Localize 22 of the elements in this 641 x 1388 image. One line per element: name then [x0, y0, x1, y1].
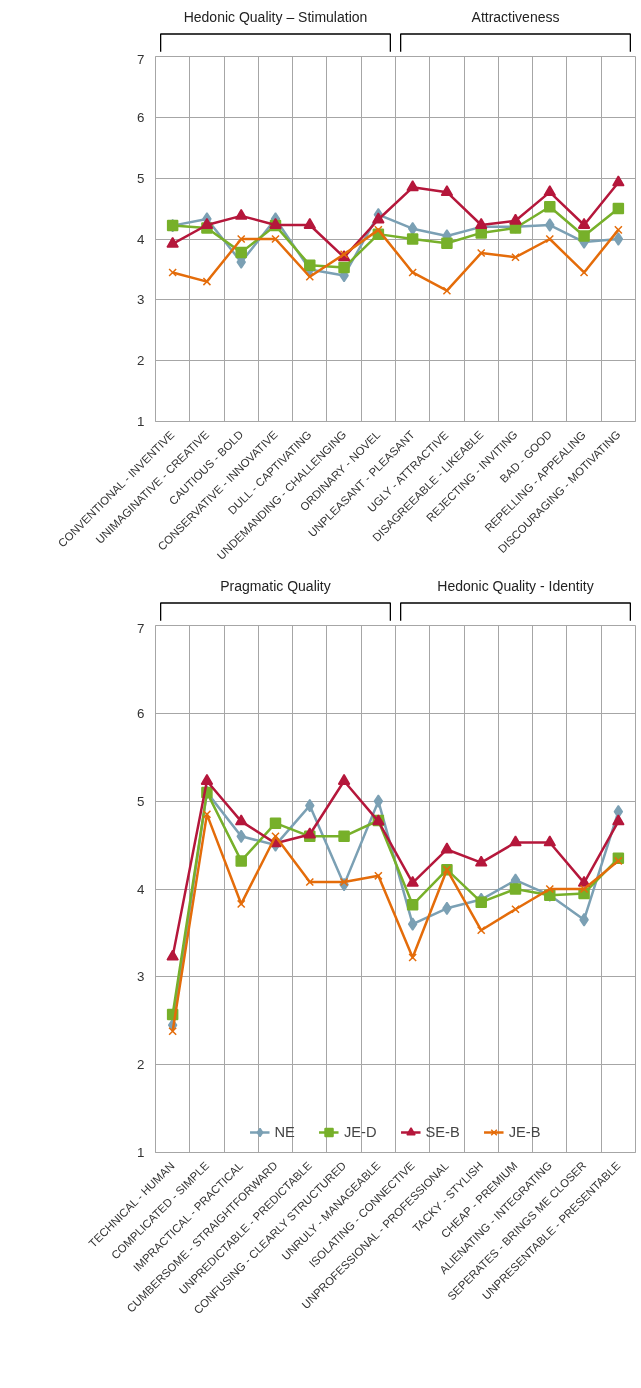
y-tick-label: 5: [137, 793, 145, 809]
legend-label: JE-D: [343, 1124, 377, 1140]
y-tick-label: 6: [137, 109, 145, 125]
text: Hedonic Quality - Identity: [437, 577, 594, 594]
legend-label: JE-B: [508, 1124, 541, 1140]
y-tick-label: 5: [137, 170, 145, 186]
y-tick-label: 3: [137, 969, 145, 985]
text: Pragmatic Quality: [220, 577, 331, 594]
text: Hedonic Quality – Stimulation: [183, 8, 368, 25]
y-tick-label: 2: [137, 1057, 145, 1073]
legend-label: NE: [274, 1124, 295, 1140]
y-tick-label: 2: [137, 353, 145, 369]
y-tick-label: 4: [137, 231, 146, 247]
y-tick-label: 7: [137, 51, 145, 67]
legend-label: SE-B: [425, 1124, 460, 1140]
y-tick-label: 7: [137, 620, 145, 636]
y-tick-label: 3: [137, 292, 145, 308]
y-tick-label: 4: [137, 881, 146, 897]
y-tick-label: 6: [137, 705, 145, 721]
y-tick-label: 1: [137, 414, 145, 429]
text: Attractiveness: [471, 8, 560, 25]
y-tick-label: 1: [137, 1145, 145, 1160]
